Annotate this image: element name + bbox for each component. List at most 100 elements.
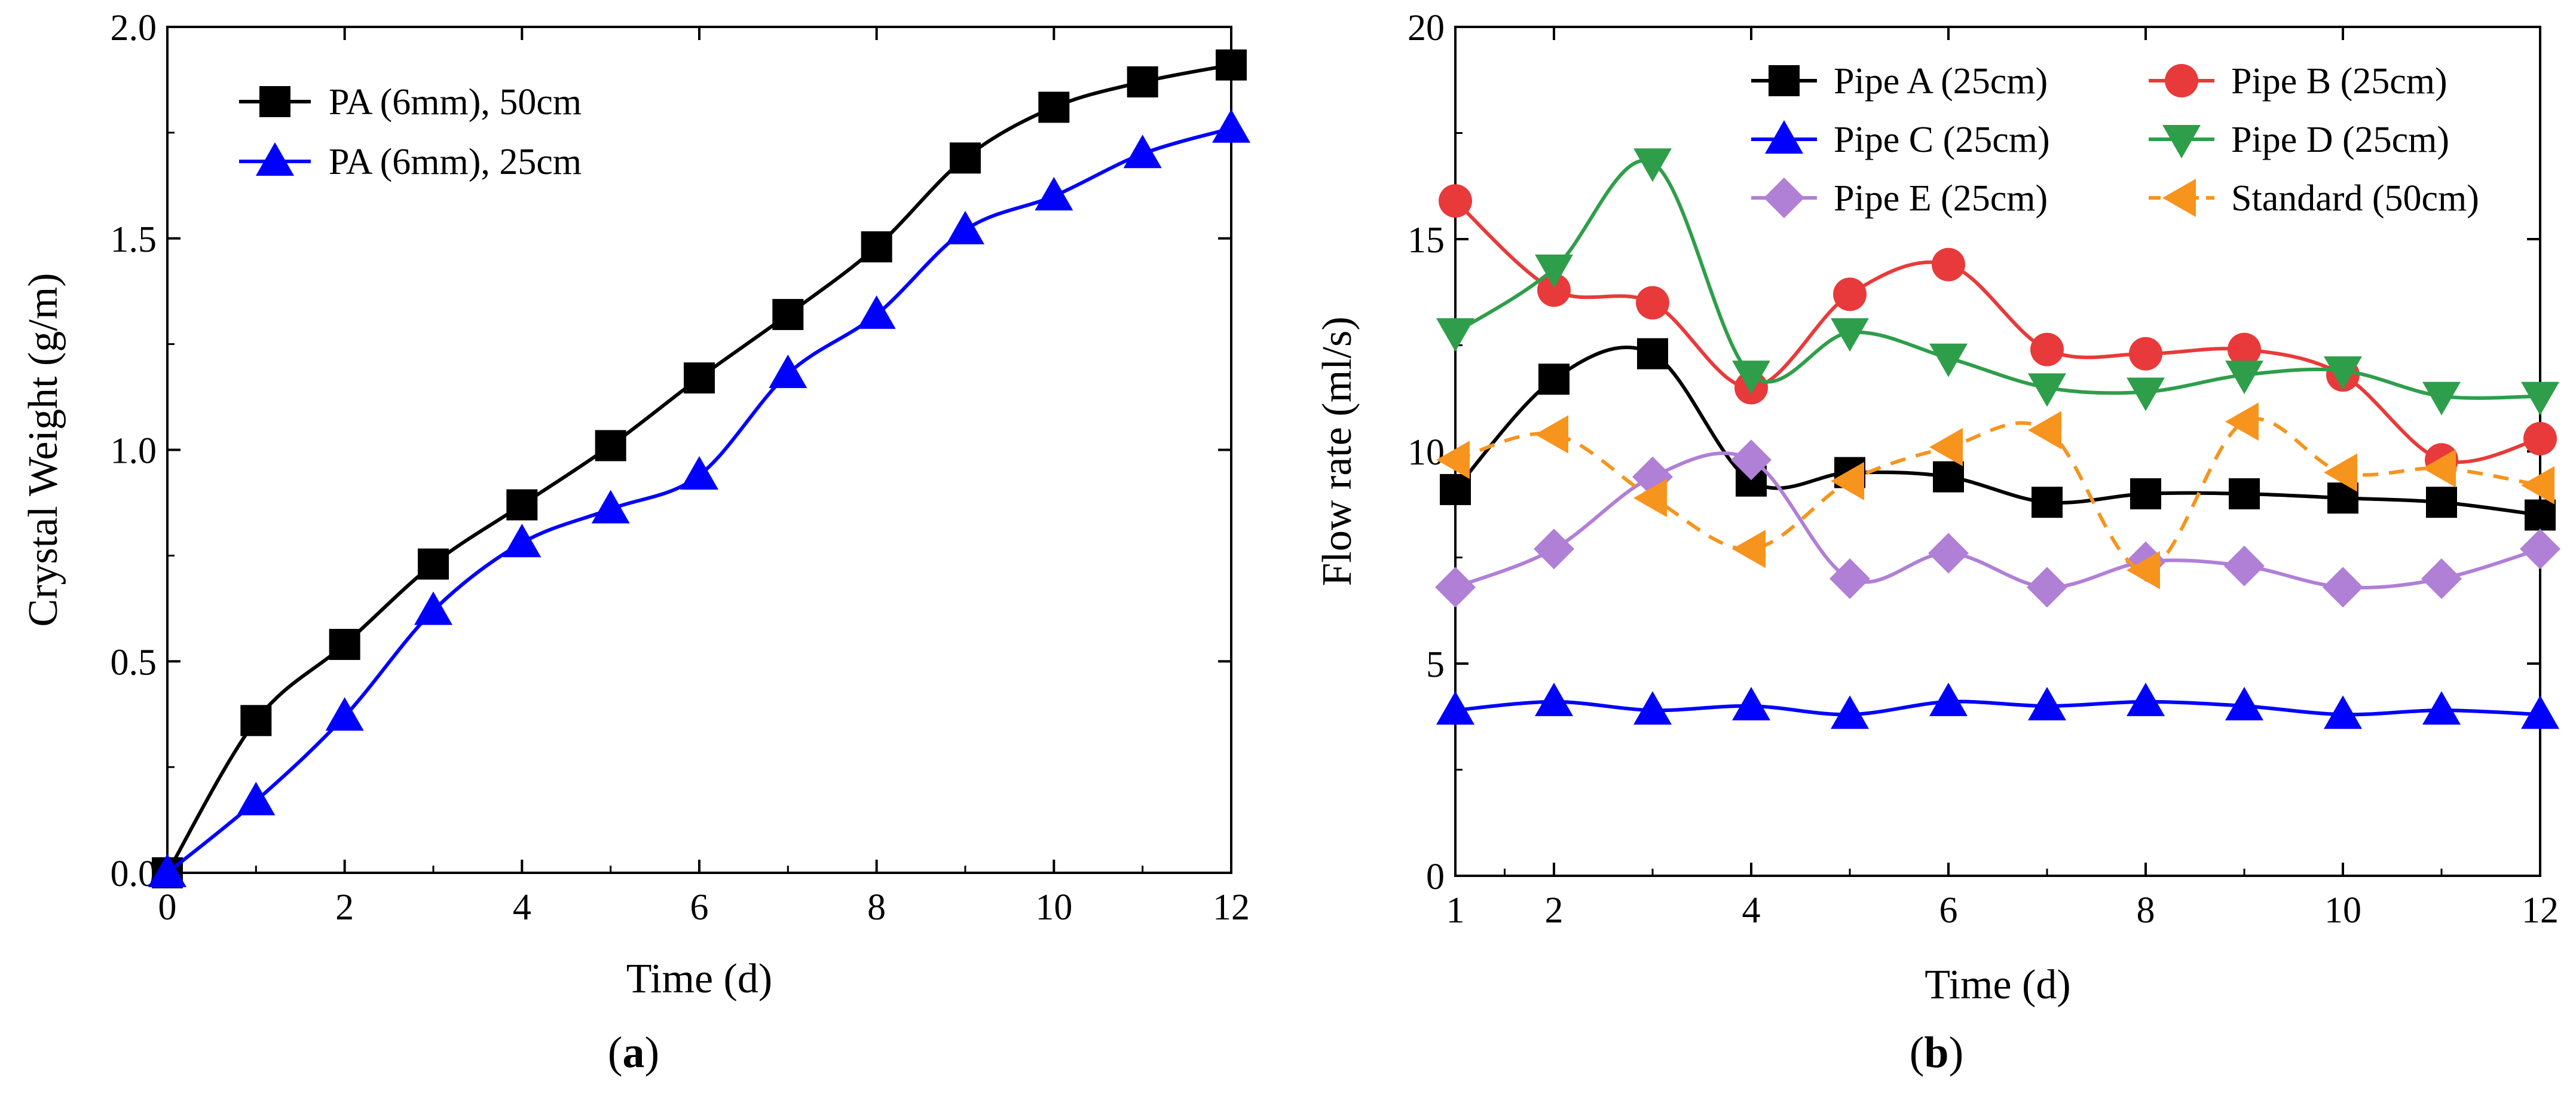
data-point xyxy=(684,362,715,394)
x-tick-label: 12 xyxy=(1213,887,1250,928)
series-line xyxy=(1454,199,2541,465)
data-point xyxy=(2028,373,2066,407)
data-point xyxy=(1127,66,1158,97)
data-point xyxy=(325,697,364,731)
x-tick-label: 4 xyxy=(1742,890,1761,931)
x-tick-label: 10 xyxy=(1035,887,1072,928)
data-point xyxy=(1535,682,1573,716)
data-point xyxy=(418,548,449,580)
data-point xyxy=(2028,411,2061,450)
legend-marker xyxy=(2162,125,2201,158)
legend-label: Pipe D (25cm) xyxy=(2231,120,2449,160)
data-point xyxy=(1212,109,1250,143)
data-point xyxy=(1732,530,1766,569)
data-point xyxy=(506,489,538,521)
data-point xyxy=(772,299,804,331)
y-axis-title: Crystal Weight (g/m) xyxy=(20,273,66,627)
data-point xyxy=(2324,356,2362,390)
data-point xyxy=(595,430,626,462)
data-point xyxy=(1035,177,1073,210)
data-point xyxy=(2229,478,2260,509)
y-tick-label: 0.5 xyxy=(111,642,157,683)
data-point xyxy=(1732,360,1770,395)
data-point xyxy=(1435,567,1476,608)
legend-marker xyxy=(1769,65,1800,96)
legend-label: Pipe C (25cm) xyxy=(1834,120,2050,160)
series-3 xyxy=(1436,148,2559,415)
y-tick-label: 20 xyxy=(1408,8,1445,48)
data-point xyxy=(2422,449,2456,488)
x-axis-title: Time (d) xyxy=(626,956,772,1002)
data-point xyxy=(1633,479,1667,518)
legend-item: Pipe A (25cm) xyxy=(1751,61,2048,102)
series-line xyxy=(166,126,1232,875)
data-point xyxy=(1929,682,1968,716)
legend-marker xyxy=(256,142,294,176)
y-tick-label: 5 xyxy=(1426,644,1445,685)
y-tick-label: 1.5 xyxy=(111,219,157,260)
legend-item: PA (6mm), 25cm xyxy=(239,142,582,182)
x-tick-label: 12 xyxy=(2522,890,2559,931)
data-point xyxy=(2030,332,2064,366)
legend-label: Pipe E (25cm) xyxy=(1834,178,2048,219)
y-axis-title: Flow rate (ml/s) xyxy=(1314,316,1360,586)
legend-item: Pipe D (25cm) xyxy=(2149,120,2449,160)
legend-marker xyxy=(2165,64,2198,97)
x-tick-label: 1 xyxy=(1446,890,1465,931)
x-axis-title: Time (d) xyxy=(1925,962,2070,1008)
data-point xyxy=(1637,338,1668,369)
series-1 xyxy=(148,109,1250,887)
data-point xyxy=(1534,528,1574,570)
data-point xyxy=(1929,343,1968,377)
data-point xyxy=(1731,439,1772,481)
legend-label: PA (6mm), 25cm xyxy=(329,142,582,182)
data-point xyxy=(2225,402,2259,441)
data-point xyxy=(1537,273,1571,307)
data-point xyxy=(1538,363,1570,395)
series-0 xyxy=(1440,338,2556,531)
data-point xyxy=(2130,478,2161,509)
legend: Pipe A (25cm) Pipe B (25cm) Pipe C (25cm) P… xyxy=(1751,61,2479,219)
data-point xyxy=(2521,466,2554,505)
data-point xyxy=(1038,91,1070,123)
y-tick-label: 15 xyxy=(1408,220,1445,261)
data-point xyxy=(1829,558,1870,599)
data-point xyxy=(1928,533,1969,574)
y-tick-label: 0 xyxy=(1426,857,1445,897)
data-point xyxy=(414,591,452,625)
data-point xyxy=(1436,691,1474,725)
y-tick-label: 1.0 xyxy=(111,431,157,472)
data-point xyxy=(1436,318,1474,352)
data-point xyxy=(2426,487,2457,518)
data-point xyxy=(1833,277,1867,311)
data-point xyxy=(1535,254,1573,288)
legend-marker xyxy=(2162,179,2196,217)
data-point xyxy=(861,231,892,262)
data-point xyxy=(769,355,807,389)
data-point xyxy=(329,628,360,660)
series-2 xyxy=(1436,682,2559,729)
data-point xyxy=(1440,473,1471,505)
data-point xyxy=(1636,286,1669,320)
data-point xyxy=(2127,682,2165,716)
data-point xyxy=(2228,332,2261,366)
data-point xyxy=(2523,421,2557,456)
data-point xyxy=(2027,567,2067,608)
series-5 xyxy=(1436,402,2554,589)
data-point xyxy=(2525,499,2556,531)
legend-label: PA (6mm), 50cm xyxy=(329,82,582,123)
data-point xyxy=(2520,528,2560,570)
data-point xyxy=(503,524,541,558)
data-point xyxy=(1932,247,1965,282)
x-tick-label: 6 xyxy=(1939,890,1958,931)
chart-panel-a: 0 2 4 6 8 10 12 0.0 0.5 1.0 1.5 2.0 Time (d) Crystal … xyxy=(20,8,1250,1077)
legend-label: Pipe B (25cm) xyxy=(2231,61,2447,102)
legend-marker xyxy=(259,86,290,117)
x-tick-label: 2 xyxy=(335,887,354,928)
series-1 xyxy=(1439,184,2557,477)
data-point xyxy=(1831,695,1869,729)
data-point xyxy=(1831,318,1869,352)
data-point xyxy=(2129,337,2162,371)
